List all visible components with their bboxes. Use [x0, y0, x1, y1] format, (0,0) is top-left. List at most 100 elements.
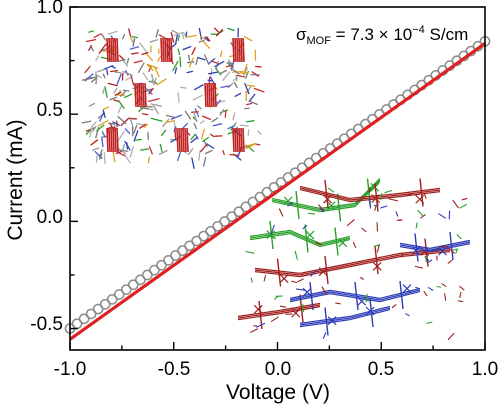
stack-bond — [447, 259, 453, 264]
metal-node-bond — [106, 37, 109, 63]
framework-bond — [188, 57, 194, 68]
framework-bond — [239, 124, 249, 127]
y-tick-label: 0.5 — [37, 100, 63, 121]
data-point — [198, 230, 209, 242]
stack-bond — [373, 244, 380, 247]
x-tick-label: -0.5 — [158, 359, 191, 380]
stack-chain-bond — [379, 287, 421, 299]
framework-bond — [148, 98, 160, 102]
stack-bond — [279, 305, 287, 308]
stack-chain-bond — [329, 291, 381, 301]
substituent — [266, 230, 276, 240]
stack-bond — [263, 275, 267, 282]
stack-chain-bond — [399, 187, 441, 194]
substituent — [438, 246, 448, 256]
framework-bond — [206, 36, 211, 42]
stack-chain-bond — [319, 235, 351, 244]
stack-chain-bond — [299, 187, 351, 201]
stack-bond — [391, 304, 397, 309]
data-point — [142, 269, 153, 281]
framework-bond — [129, 146, 134, 158]
stack-chain-bond — [299, 185, 351, 199]
framework-bond — [92, 125, 97, 132]
framework-bond — [233, 81, 238, 89]
stack-chain-bond — [299, 189, 351, 203]
framework-bond — [245, 84, 256, 87]
stack-bond — [297, 278, 304, 283]
data-point — [170, 250, 181, 261]
stack-bond — [415, 222, 418, 229]
framework-bond — [212, 123, 223, 127]
framework-bond — [243, 67, 248, 76]
stack-bond — [427, 287, 434, 291]
framework-bond — [214, 60, 225, 68]
framework-bond — [121, 144, 125, 153]
framework-bond — [219, 108, 225, 117]
framework-bond — [129, 36, 134, 44]
stack-bond — [291, 280, 298, 284]
framework-bond — [128, 28, 132, 37]
stack-chain-bond — [349, 254, 401, 266]
stack-linker — [354, 281, 359, 311]
framework-bond — [89, 127, 93, 138]
data-point — [184, 240, 195, 252]
stack-chain-bond — [399, 244, 431, 251]
stack-chain-bond — [289, 231, 321, 246]
framework-bond — [130, 73, 135, 86]
stack-chain-bond — [237, 313, 281, 321]
stack-bond — [447, 332, 455, 340]
stack-chain-bond — [319, 206, 356, 213]
framework-bond — [177, 34, 180, 42]
stack-bond — [360, 276, 364, 280]
data-point — [240, 201, 252, 213]
data-point — [254, 191, 266, 203]
data-point — [149, 264, 160, 276]
metal-node-bond — [110, 127, 113, 153]
data-point — [191, 235, 202, 247]
stack-bond — [414, 265, 423, 269]
framework-bond — [227, 59, 233, 66]
framework-bond — [186, 70, 194, 74]
framework-bond — [243, 36, 253, 42]
framework-bond — [184, 110, 192, 120]
substituent — [253, 304, 263, 314]
framework-bond — [117, 130, 125, 142]
stack-bond — [380, 205, 388, 209]
framework-bond — [85, 39, 97, 43]
framework-bond — [211, 117, 219, 123]
framework-bond — [193, 122, 198, 130]
framework-bond — [142, 72, 149, 81]
substituent — [420, 247, 429, 256]
framework-bond — [195, 134, 199, 140]
stack-bond — [423, 290, 428, 297]
framework-bond — [158, 149, 168, 155]
framework-bond — [155, 28, 159, 38]
stack-bond — [373, 204, 379, 207]
framework-bond — [102, 109, 106, 118]
framework-bond — [245, 85, 252, 94]
metal-node-bond — [238, 127, 241, 153]
stack-bond — [395, 211, 399, 217]
stack-chain-bond — [271, 201, 321, 213]
framework-bond — [95, 154, 98, 163]
framework-bond — [109, 96, 118, 101]
framework-bond — [198, 27, 203, 40]
framework-bond — [220, 85, 231, 89]
stack-bond — [426, 321, 433, 324]
stack-bond — [352, 241, 357, 248]
metal-node-bond — [234, 127, 237, 153]
stack-bond — [250, 277, 253, 283]
framework-bond — [124, 128, 131, 135]
stack-bond — [335, 302, 341, 305]
framework-bond — [105, 67, 109, 76]
metal-node-bond — [114, 37, 117, 63]
stack-chain-bond — [349, 309, 391, 321]
framework-bond — [102, 73, 106, 79]
framework-bond — [93, 33, 102, 39]
data-point — [156, 259, 167, 271]
metal-node-bond — [240, 127, 243, 153]
framework-bond — [108, 30, 118, 35]
stack-linker — [414, 233, 419, 262]
framework-bond — [165, 114, 176, 119]
framework-bond — [172, 60, 179, 72]
